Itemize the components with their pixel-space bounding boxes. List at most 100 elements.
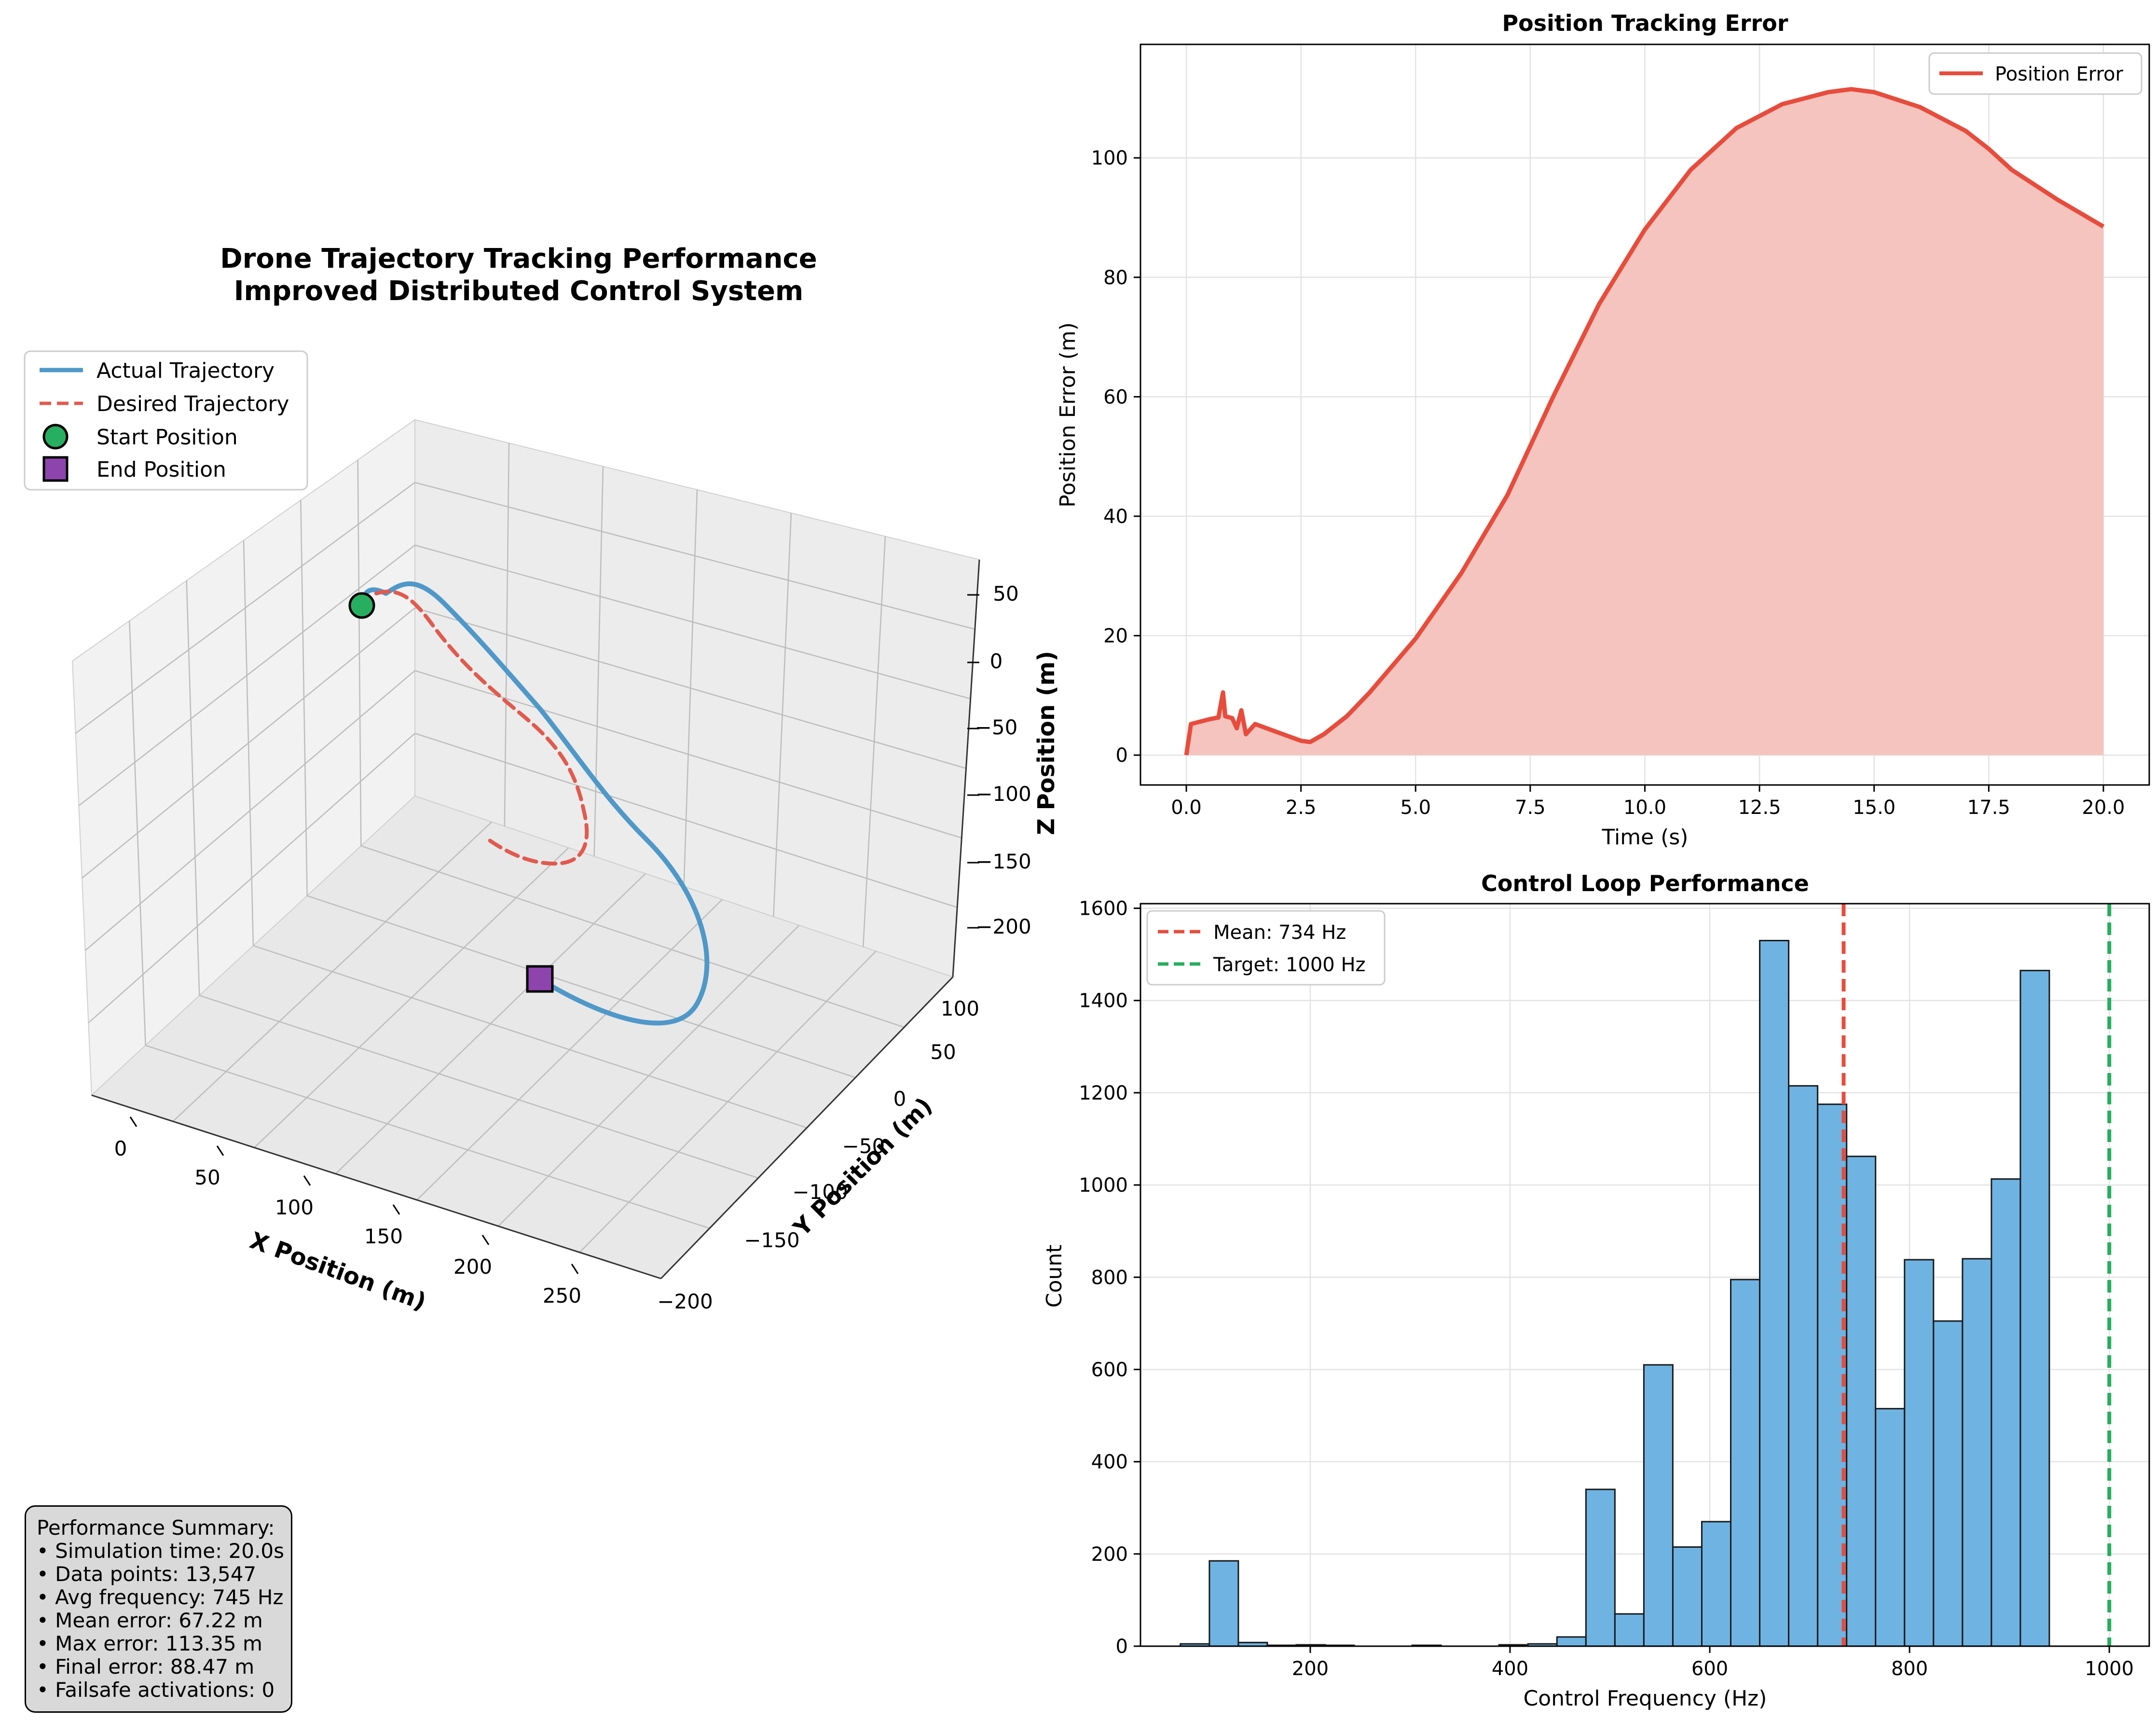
x-tick-mark-3d — [571, 1264, 579, 1274]
x-tick-mark-3d — [303, 1175, 311, 1186]
histogram-bar — [1672, 1546, 1703, 1647]
end-position-marker — [526, 965, 554, 993]
z-tick-label-3d: −200 — [975, 915, 1031, 938]
legend-start-swatch — [42, 424, 69, 450]
grid-line — [416, 899, 723, 1201]
y-tick-label-3d: −150 — [744, 1228, 799, 1252]
grid-line — [199, 995, 759, 1179]
error-line — [1184, 87, 2105, 756]
x-tick-label: 2.5 — [1286, 797, 1317, 819]
grid-line — [414, 607, 966, 769]
x-tick-mark-3d — [216, 1145, 224, 1156]
grid-line — [579, 950, 877, 1253]
start-position-marker — [348, 592, 375, 619]
x-tick-mark-3d — [392, 1204, 400, 1215]
trajectory-legend: Actual Trajectory Desired Trajectory Sta… — [24, 350, 308, 491]
histogram-bar — [1614, 1613, 1645, 1647]
histogram-bar — [1643, 1364, 1674, 1647]
histogram-bar — [1991, 1178, 2021, 1647]
y-tick-label-3d: −200 — [657, 1290, 713, 1313]
y-tick-label: 20 — [1103, 625, 1128, 647]
trajectory-title-line1: Drone Trajectory Tracking Performance — [220, 243, 817, 275]
y-tick-label-3d: −50 — [842, 1134, 885, 1158]
hist-chart-title: Control Loop Performance — [1481, 870, 1809, 896]
hist-x-axis-label: Control Frequency (Hz) — [1524, 1686, 1767, 1711]
y-tick-label: 1600 — [1079, 898, 1128, 920]
y-tick-label-3d: −100 — [792, 1180, 848, 1204]
legend-desired-label: Desired Trajectory — [96, 392, 289, 416]
x-tick-label: 5.0 — [1400, 797, 1431, 819]
performance-summary-box: Performance Summary: • Simulation time: … — [25, 1505, 292, 1713]
summary-line: • Data points: 13,547 — [37, 1562, 257, 1586]
error-area-fill — [1186, 89, 2103, 756]
grid-line — [145, 1045, 710, 1229]
y-tick-label: 1000 — [1079, 1174, 1128, 1197]
grid-line — [414, 670, 962, 839]
grid-line — [307, 895, 856, 1078]
y-tick-label: 1200 — [1079, 1082, 1128, 1104]
grid-line — [75, 482, 415, 734]
x-tick-label: 0.0 — [1171, 797, 1202, 819]
grid-line — [335, 873, 646, 1174]
histogram-bar — [2019, 970, 2050, 1647]
summary-heading: Performance Summary: — [37, 1516, 275, 1540]
x-tick-label: 1000 — [2085, 1658, 2134, 1680]
grid-line — [414, 544, 971, 700]
histogram-bar — [1962, 1258, 1992, 1647]
grid-line — [414, 482, 975, 630]
grid-line — [253, 945, 807, 1128]
hist-x-ticks: 200 400 600 800 1000 — [1292, 1646, 2134, 1680]
grid-line — [88, 733, 415, 1023]
y-tick-label: 800 — [1091, 1266, 1128, 1289]
y-tick-label-3d: 0 — [893, 1087, 906, 1111]
summary-line: • Max error: 113.35 m — [37, 1632, 262, 1655]
x-tick-label-3d: 50 — [194, 1166, 220, 1189]
x-tick-label: 12.5 — [1738, 797, 1781, 819]
x-tick-label-3d: 100 — [275, 1196, 314, 1219]
desired-trajectory-line — [374, 590, 589, 866]
x-tick-label: 800 — [1891, 1658, 1928, 1680]
histogram-bar — [1701, 1521, 1731, 1647]
grid-line — [84, 670, 415, 951]
hist-legend-target: Target: 1000 Hz — [1213, 954, 1366, 976]
grid-line — [497, 924, 800, 1227]
z-tick-label-3d: 50 — [993, 582, 1018, 605]
x-tick-label: 15.0 — [1853, 797, 1895, 819]
hist-legend-mean: Mean: 734 Hz — [1213, 922, 1346, 944]
grid-line — [360, 845, 905, 1028]
histogram-bar — [1933, 1320, 1964, 1647]
hist-y-axis-label: Count — [1042, 1245, 1067, 1308]
histogram-bar — [1585, 1488, 1616, 1647]
histogram-bar — [1788, 1085, 1819, 1647]
x-tick-label: 7.5 — [1515, 797, 1546, 819]
legend-end-label: End Position — [96, 457, 226, 482]
y-axis-ticks-3d: 100 50 0 −50 −100 −150 −200 — [657, 997, 979, 1313]
y-tick-label: 60 — [1103, 386, 1128, 408]
y-tick-label: 100 — [1091, 147, 1128, 169]
x-tick-label: 10.0 — [1623, 797, 1666, 819]
x-tick-label: 200 — [1292, 1658, 1329, 1680]
histogram-bar — [1556, 1636, 1587, 1647]
histogram-bar — [1208, 1560, 1239, 1647]
grid-line — [172, 821, 493, 1122]
x-tick-label-3d: 250 — [543, 1284, 581, 1307]
error-x-ticks: 0.0 2.5 5.0 7.5 10.0 12.5 15.0 17.5 20.0 — [1171, 785, 2125, 819]
y-tick-label-3d: 50 — [930, 1040, 956, 1064]
y-tick-label: 400 — [1091, 1451, 1128, 1473]
z-tick-label-3d: −150 — [975, 850, 1031, 873]
error-chart-title: Position Tracking Error — [1502, 10, 1788, 36]
error-y-ticks: 0 20 40 60 80 100 — [1091, 147, 1140, 767]
y-tick-label: 1400 — [1079, 990, 1128, 1012]
histogram-bar — [1904, 1259, 1935, 1647]
grid-line — [414, 732, 958, 908]
trajectory-title-line2: Improved Distributed Control System — [234, 275, 804, 307]
error-legend-label: Position Error — [1995, 63, 2124, 85]
y-tick-label: 0 — [1116, 1636, 1128, 1658]
y-tick-label: 0 — [1116, 744, 1128, 767]
histogram-bar — [1730, 1279, 1760, 1647]
x-axis-edge — [91, 1094, 661, 1280]
x-tick-label: 400 — [1492, 1658, 1528, 1680]
control-loop-panel: Control Loop Performance 200 400 600 800 100… — [1042, 870, 2150, 1711]
position-error-panel: Position Tracking Error 0.0 2.5 5.0 7.5 10.0… — [1056, 10, 2150, 850]
